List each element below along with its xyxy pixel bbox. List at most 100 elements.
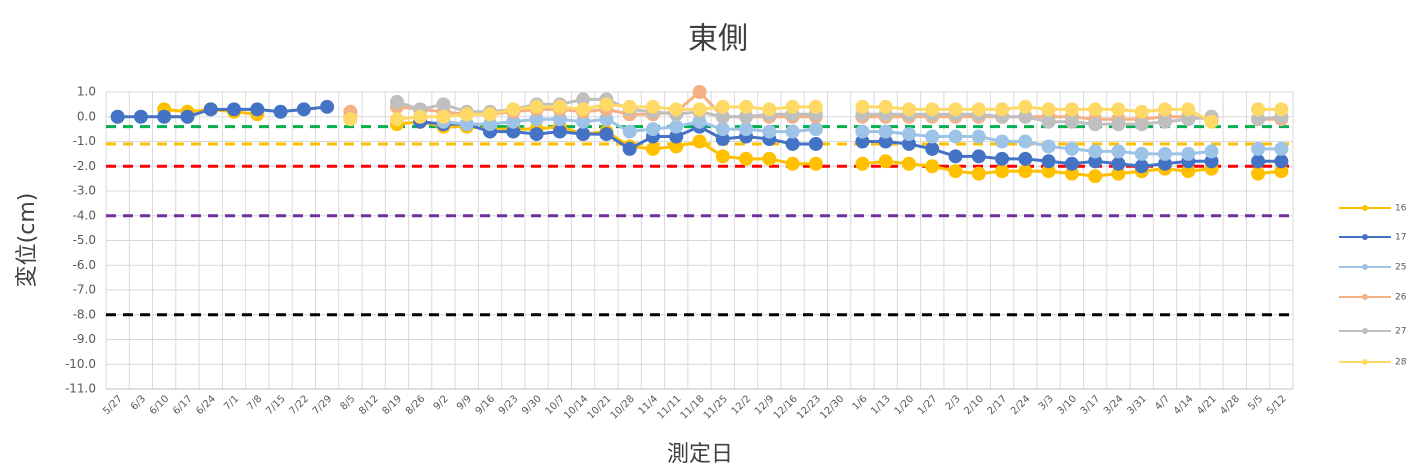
x-tick-label: 2/17	[986, 393, 1010, 417]
data-point	[320, 99, 335, 114]
data-point	[1134, 117, 1149, 132]
y-tick-label: 0.0	[77, 109, 96, 123]
x-tick-label: 6/24	[194, 393, 218, 417]
chart-title: 東側	[688, 22, 748, 57]
data-point	[1064, 156, 1079, 171]
data-point	[1064, 102, 1079, 117]
data-point	[506, 124, 521, 139]
x-tick-label: 3/17	[1079, 393, 1103, 417]
data-point	[901, 156, 916, 171]
x-tick-label: 6/10	[148, 393, 172, 417]
data-point	[1088, 102, 1103, 117]
data-point	[762, 151, 777, 166]
data-point	[948, 129, 963, 144]
data-point	[739, 99, 754, 114]
data-point	[739, 109, 754, 124]
legend-label: 27	[1395, 327, 1406, 337]
data-point	[925, 102, 940, 117]
x-tick-label: 10/28	[609, 393, 637, 421]
x-tick-label: 11/18	[679, 393, 707, 421]
x-tick-label: 3/24	[1102, 393, 1126, 417]
x-tick-label: 2/10	[962, 393, 986, 417]
data-point	[785, 124, 800, 139]
data-point	[1274, 164, 1289, 179]
data-point	[692, 102, 707, 117]
data-point	[645, 122, 660, 137]
data-point	[1018, 134, 1033, 149]
data-point	[1018, 151, 1033, 166]
data-point	[506, 102, 521, 117]
data-point	[529, 112, 544, 127]
data-point	[901, 127, 916, 142]
data-point	[925, 159, 940, 174]
data-point	[1018, 99, 1033, 114]
x-tick-label: 6/3	[129, 393, 148, 412]
data-point	[855, 99, 870, 114]
data-point	[506, 114, 521, 129]
y-axis-title: 変位(cm)	[15, 193, 40, 288]
data-point	[878, 124, 893, 139]
legend-label: 17	[1395, 233, 1406, 243]
x-tick-label: 1/6	[851, 393, 870, 412]
data-point	[785, 156, 800, 171]
data-point	[436, 109, 451, 124]
data-point	[576, 114, 591, 129]
y-tick-label: -5.0	[73, 233, 96, 247]
data-point	[1204, 114, 1219, 129]
x-tick-label: 4/7	[1153, 393, 1172, 412]
data-point	[459, 107, 474, 122]
x-tick-label: 9/9	[455, 393, 474, 412]
data-point	[483, 107, 498, 122]
data-point	[808, 99, 823, 114]
data-point	[1181, 146, 1196, 161]
data-point	[1181, 112, 1196, 127]
x-tick-label: 1/27	[916, 393, 940, 417]
x-tick-label: 1/13	[869, 393, 893, 417]
y-tick-label: 1.0	[77, 85, 96, 99]
data-point	[995, 164, 1010, 179]
data-point	[1041, 164, 1056, 179]
x-tick-label: 7/22	[287, 393, 311, 417]
x-tick-label: 8/12	[357, 393, 381, 417]
data-point	[1018, 109, 1033, 124]
data-point	[1134, 159, 1149, 174]
legend-marker	[1362, 328, 1368, 334]
data-point	[785, 99, 800, 114]
x-tick-label: 5/27	[101, 393, 125, 417]
x-tick-label: 2/3	[944, 393, 963, 412]
legend-label: 26	[1395, 293, 1407, 303]
x-tick-label: 8/26	[404, 393, 428, 417]
data-point	[1274, 141, 1289, 156]
x-tick-label: 9/30	[520, 393, 544, 417]
data-point	[110, 109, 125, 124]
data-point	[715, 132, 730, 147]
data-point	[948, 164, 963, 179]
x-tick-label: 4/28	[1218, 393, 1242, 417]
data-point	[762, 124, 777, 139]
legend-label: 25	[1395, 263, 1406, 273]
data-point	[1181, 164, 1196, 179]
data-point	[622, 124, 637, 139]
y-tick-label: -8.0	[73, 307, 96, 321]
data-point	[971, 166, 986, 181]
data-point	[948, 149, 963, 164]
data-point	[715, 109, 730, 124]
data-point	[483, 117, 498, 132]
data-point	[1041, 102, 1056, 117]
data-point	[785, 136, 800, 151]
x-tick-label: 7/8	[245, 393, 264, 412]
data-point	[343, 112, 358, 127]
x-tick-label: 7/15	[264, 393, 288, 417]
data-point	[203, 102, 218, 117]
x-tick-label: 3/3	[1037, 393, 1056, 412]
data-point	[1041, 154, 1056, 169]
data-point	[715, 122, 730, 137]
x-axis-title: 測定日	[667, 442, 733, 467]
x-tick-label: 10/21	[585, 393, 613, 421]
data-point	[436, 97, 451, 112]
data-point	[1064, 114, 1079, 129]
data-point	[878, 154, 893, 169]
data-point	[296, 102, 311, 117]
x-tick-label: 4/21	[1195, 393, 1219, 417]
data-point	[1018, 164, 1033, 179]
